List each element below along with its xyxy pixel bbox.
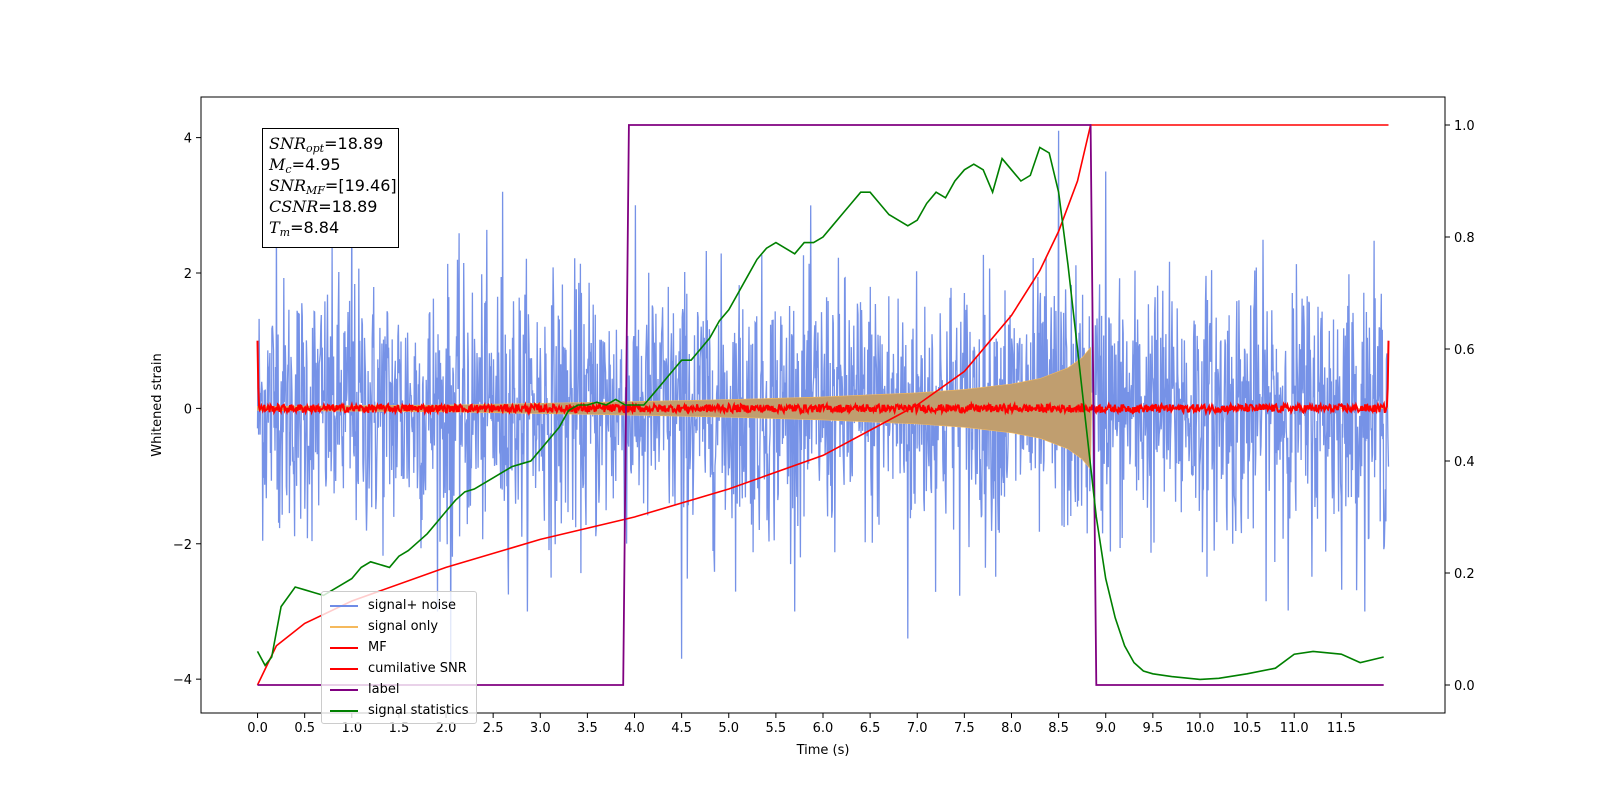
y-tick-label: −2 — [173, 538, 192, 553]
mf-layer — [256, 340, 1390, 417]
x-tick-label: 10.0 — [1185, 721, 1214, 736]
legend-item-signal-statistics: signal statistics — [330, 700, 476, 721]
legend-swatch-signal-noise — [330, 604, 358, 607]
legend-swatch-signal-statistics — [330, 709, 358, 712]
legend-item-signal-noise: signal+ noise — [330, 595, 476, 616]
x-tick-label: 7.0 — [907, 721, 928, 736]
csnr-line: CSNR=18.89 — [269, 197, 378, 216]
x-tick-label: 7.5 — [954, 721, 975, 736]
y-tick-label: 2 — [184, 267, 192, 282]
x-tick-label: 5.5 — [766, 721, 787, 736]
x-tick-label: 5.0 — [718, 721, 739, 736]
x-tick-label: 4.0 — [624, 721, 645, 736]
signal-noise-layer — [256, 130, 1390, 666]
legend-item-signal-only: signal only — [330, 616, 476, 637]
snr-mf-line: SNRMF=[19.46] — [269, 176, 397, 197]
legend-label-signal-statistics: signal statistics — [368, 703, 469, 718]
x-tick-label: 11.0 — [1280, 721, 1309, 736]
label-line — [257, 124, 1384, 686]
legend-item-cumulative-snr: cumilative SNR — [330, 658, 476, 679]
mc-value: =4.95 — [291, 155, 341, 174]
x-tick-label: 4.5 — [671, 721, 692, 736]
legend-swatch-signal-only — [330, 625, 358, 628]
legend-label-signal-noise: signal+ noise — [368, 598, 457, 613]
x-tick-label: 3.5 — [577, 721, 598, 736]
legend-label-cumulative-snr: cumilative SNR — [368, 661, 467, 676]
y2-tick-label: 0.2 — [1454, 567, 1475, 582]
legend: signal+ noise signal only MF cumilative … — [321, 591, 477, 724]
legend-item-mf: MF — [330, 637, 476, 658]
x-tick-label: 2.0 — [436, 721, 457, 736]
x-tick-label: 1.0 — [341, 721, 362, 736]
y2-tick-label: 1.0 — [1454, 119, 1475, 134]
y2-tick-label: 0.4 — [1454, 455, 1475, 470]
x-tick-label: 6.5 — [860, 721, 881, 736]
legend-swatch-label — [330, 688, 358, 691]
y-tick-label: 4 — [184, 132, 192, 147]
signal-statistics-line — [256, 146, 1384, 681]
x-tick-label: 9.5 — [1143, 721, 1164, 736]
x-tick-label: 0.0 — [247, 721, 268, 736]
mc-line: Mc=4.95 — [269, 155, 341, 176]
x-tick-label: 6.0 — [813, 721, 834, 736]
legend-label-mf: MF — [368, 640, 387, 655]
y-tick-label: 0 — [184, 402, 192, 417]
x-tick-label: 3.0 — [530, 721, 551, 736]
signal-noise-line — [256, 130, 1390, 666]
x-tick-label: 10.5 — [1233, 721, 1262, 736]
y-axis-label: Whitened strain — [150, 353, 165, 456]
legend-swatch-mf — [330, 646, 358, 649]
x-tick-label: 1.5 — [389, 721, 410, 736]
x-tick-label: 8.5 — [1048, 721, 1069, 736]
snr-opt-value: =18.89 — [324, 134, 384, 153]
y-tick-label: −4 — [173, 673, 192, 688]
tm-value: =8.84 — [290, 218, 340, 237]
y2-tick-label: 0.8 — [1454, 231, 1475, 246]
legend-swatch-cumulative-snr — [330, 667, 358, 670]
csnr-value: =18.89 — [318, 197, 378, 216]
snr-opt-line: SNRopt=18.89 — [269, 134, 384, 155]
y2-axis-ticks: 0.0 0.2 0.4 0.6 0.8 1.0 — [1445, 119, 1475, 694]
mf-line — [256, 340, 1390, 417]
legend-item-label: label — [330, 679, 476, 700]
snr-mf-value: =[19.46] — [324, 176, 397, 195]
legend-label-label: label — [368, 682, 400, 697]
legend-label-signal-only: signal only — [368, 619, 439, 634]
x-tick-label: 11.5 — [1327, 721, 1356, 736]
y2-tick-label: 0.6 — [1454, 343, 1475, 358]
x-axis-ticks: 0.0 0.5 1.0 1.5 2.0 2.5 3.0 3.5 4.0 4.5 5.0 5.5 6.0 6… — [247, 713, 1356, 736]
x-tick-label: 9.0 — [1095, 721, 1116, 736]
annotation-box: SNRopt=18.89 Mc=4.95 SNRMF=[19.46] CSNR=… — [262, 128, 399, 248]
x-tick-label: 0.5 — [294, 721, 315, 736]
x-axis-label: Time (s) — [796, 743, 850, 758]
y-axis-ticks: −4 −2 0 2 4 — [173, 132, 201, 688]
y2-tick-label: 0.0 — [1454, 679, 1475, 694]
x-tick-label: 8.0 — [1001, 721, 1022, 736]
x-tick-label: 2.5 — [483, 721, 504, 736]
tm-line: Tm=8.84 — [269, 218, 340, 239]
